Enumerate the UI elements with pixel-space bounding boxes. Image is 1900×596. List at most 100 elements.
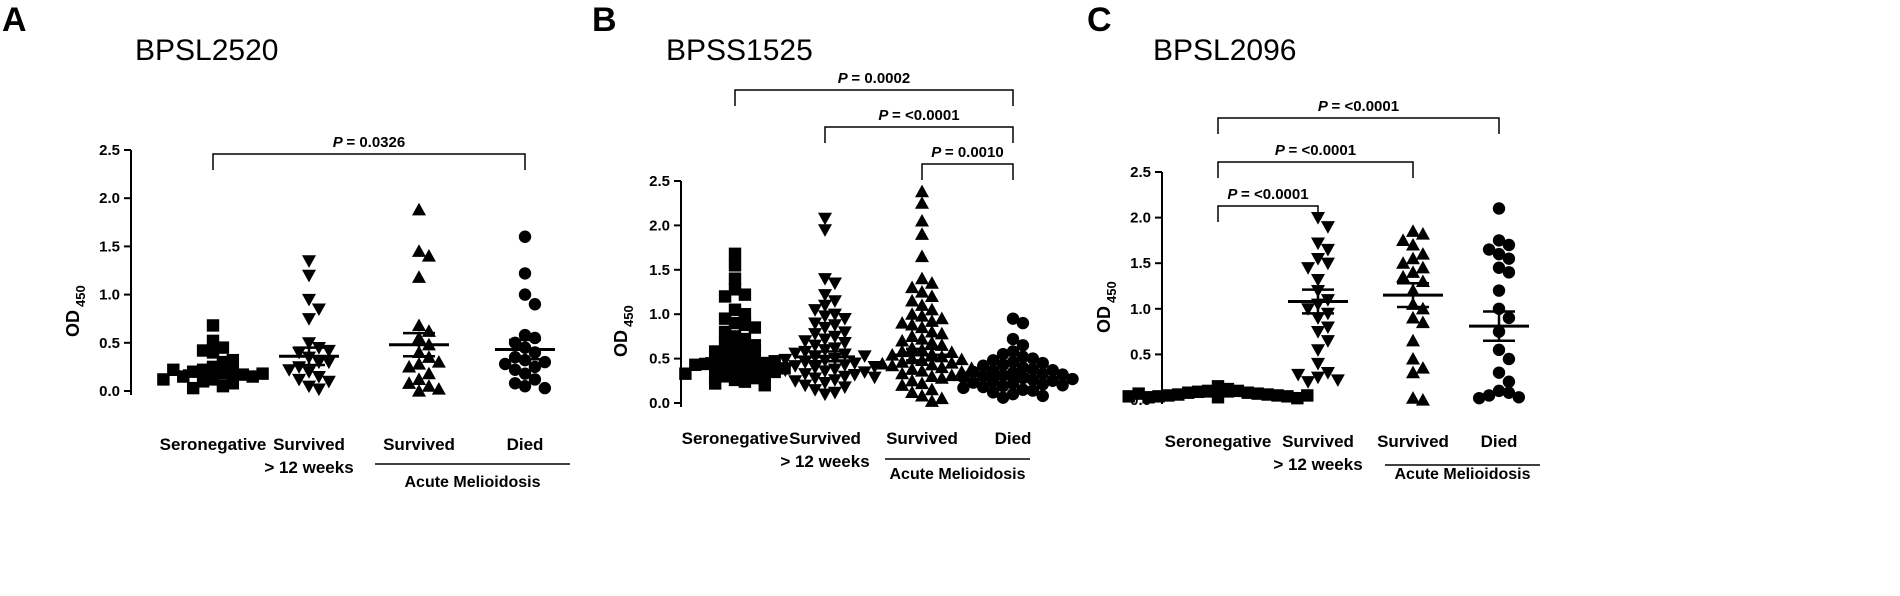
group-label: Acute Melioidosis: [404, 474, 540, 491]
panel-a-axes: 0.0 0.5 1.0 1.5 2.0 2.5 Seronegative Survived > …: [99, 134, 570, 491]
data-point-triangle-down: [1311, 237, 1325, 251]
data-point-triangle-up: [944, 356, 959, 369]
data-point-triangle-up: [431, 382, 446, 395]
data-point-triangle-down: [1311, 326, 1325, 339]
data-point-circle: [1016, 350, 1030, 364]
data-point-triangle-up: [915, 213, 929, 227]
data-point-triangle-down: [1320, 221, 1335, 234]
panel-b: B BPSS1525 OD 450 0.0 0.5 1.0 1.5 2.0 2.5 Sero…: [592, 1, 1079, 483]
data-point-triangle-down: [788, 347, 803, 361]
data-point-triangle-down: [1311, 253, 1325, 266]
data-point-circle: [1502, 311, 1516, 325]
panel-c-y-axis-label: OD 450: [1094, 281, 1119, 333]
data-point-triangle-down: [818, 224, 832, 237]
data-point-triangle-down: [837, 359, 852, 372]
data-point-square: [186, 381, 200, 395]
data-point-circle: [528, 331, 542, 345]
data-point-square: [738, 332, 752, 346]
data-point-triangle-down: [808, 317, 823, 331]
data-point-triangle-down: [827, 342, 842, 355]
x-category-label-line2: > 12 weeks: [780, 452, 869, 471]
x-category-label: Seronegative: [160, 435, 267, 454]
data-point-triangle-up: [895, 316, 910, 329]
data-point-triangle-down: [808, 361, 823, 375]
data-point-triangle-up: [915, 364, 929, 377]
panel-a-letter: A: [2, 1, 27, 39]
data-point-circle: [1026, 384, 1040, 397]
data-point-triangle-up: [895, 366, 910, 380]
data-point-square: [728, 363, 742, 376]
data-point-triangle-up: [412, 202, 426, 216]
data-point-circle: [1006, 332, 1020, 346]
data-point-triangle-up: [915, 308, 929, 322]
data-point-triangle-up: [431, 355, 446, 368]
data-point-triangle-up: [924, 382, 939, 396]
x-category-label: Survived: [1282, 432, 1354, 451]
data-point-triangle-up: [1415, 247, 1430, 260]
p-value-label: P = <0.0001: [878, 107, 959, 124]
data-point-triangle-up: [905, 385, 920, 398]
data-point-triangle-up: [924, 394, 939, 407]
data-point-triangle-up: [905, 340, 920, 354]
data-point-square: [679, 367, 692, 380]
data-point-triangle-down: [292, 373, 307, 387]
data-point-square: [216, 379, 230, 393]
data-point-triangle-down: [788, 360, 803, 373]
data-point-circle: [1492, 261, 1506, 274]
data-point-circle: [996, 391, 1010, 404]
data-point-square: [728, 259, 742, 272]
data-point-square: [699, 357, 712, 371]
data-point-triangle-down: [292, 346, 307, 360]
data-point-square: [738, 288, 752, 301]
data-point-square: [1291, 391, 1304, 405]
data-point-triangle-up: [412, 372, 426, 386]
data-point-triangle-down: [827, 295, 842, 308]
x-category-label: Seronegative: [682, 429, 789, 448]
data-point-triangle-up: [924, 357, 939, 371]
data-point-circle: [1016, 316, 1030, 330]
y-tick-label: 1.5: [649, 262, 670, 279]
data-point-triangle-up: [421, 366, 436, 380]
data-point-circle: [1472, 391, 1486, 405]
y-tick-label: 2.5: [1130, 164, 1151, 181]
data-point-square: [246, 370, 259, 383]
data-point-circle: [1492, 202, 1506, 215]
data-point-triangle-down: [847, 357, 862, 371]
data-point-triangle-up: [1415, 393, 1430, 406]
data-point-triangle-up: [915, 298, 929, 311]
data-point-circle: [1502, 352, 1516, 366]
significance-bracket: [1217, 161, 1414, 178]
data-point-square: [216, 341, 230, 354]
significance-bracket: [1217, 117, 1500, 134]
data-point-square: [728, 330, 742, 343]
data-point-circle: [528, 373, 542, 386]
data-point-triangle-down: [311, 383, 326, 397]
data-point-triangle-up: [1406, 310, 1420, 324]
data-point-circle: [518, 367, 532, 380]
data-point-triangle-down: [827, 386, 842, 400]
group-label: Acute Melioidosis: [1394, 466, 1530, 483]
data-point-triangle-up: [1406, 251, 1420, 265]
data-point-square: [167, 363, 180, 376]
panel-c-letter: C: [1087, 1, 1112, 39]
x-category-label: Survived: [273, 435, 345, 454]
data-point-square: [1281, 390, 1294, 403]
data-point-triangle-up: [905, 307, 920, 320]
data-point-square: [758, 379, 771, 392]
data-point-circle: [986, 364, 1000, 378]
data-point-circle: [1492, 366, 1506, 379]
data-point-circle: [1026, 363, 1040, 376]
data-point-triangle-down: [808, 372, 823, 386]
data-point-square: [738, 364, 752, 378]
data-point-triangle-up: [1415, 315, 1430, 329]
data-point-triangle-up: [915, 388, 929, 402]
data-point-circle: [1492, 343, 1506, 357]
data-point-square: [748, 339, 762, 352]
data-point-triangle-up: [412, 384, 426, 397]
data-point-triangle-down: [798, 379, 813, 393]
data-point-triangle-up: [1396, 269, 1411, 283]
panel-a-title: BPSL2520: [135, 34, 278, 67]
data-point-triangle-up: [905, 280, 920, 294]
data-point-triangle-down: [1320, 321, 1335, 335]
y-tick-label: 2.0: [649, 217, 670, 234]
